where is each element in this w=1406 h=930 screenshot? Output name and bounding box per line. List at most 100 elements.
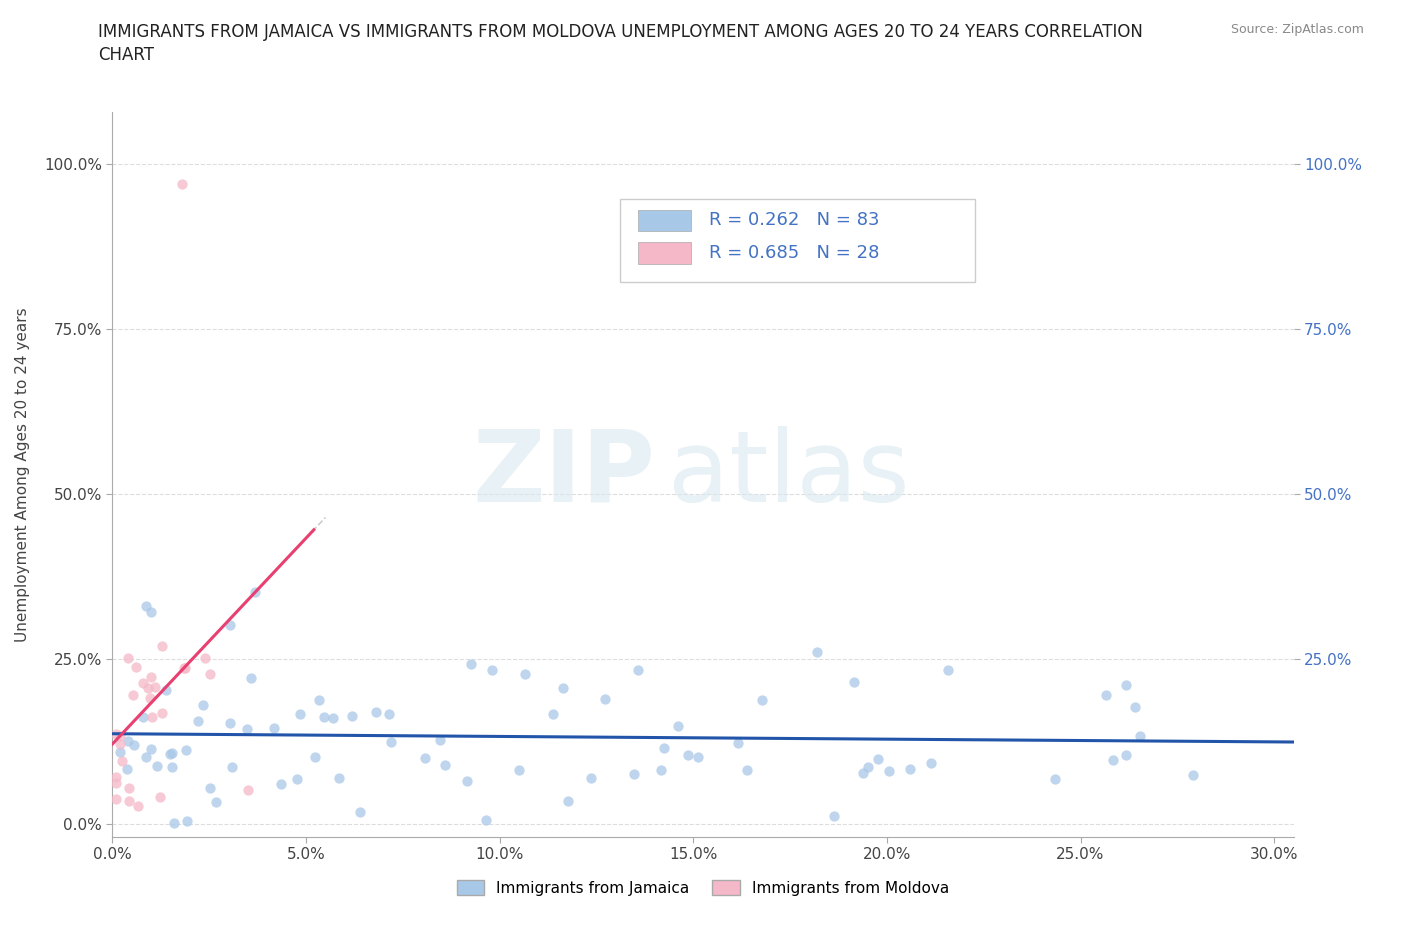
Point <box>143 680 166 695</box>
Text: atlas: atlas <box>668 426 910 523</box>
Point <box>727 736 749 751</box>
Point <box>1115 748 1137 763</box>
Point <box>150 706 173 721</box>
Point <box>176 814 198 829</box>
Point <box>125 659 148 674</box>
Point <box>844 674 866 689</box>
Point <box>270 777 292 791</box>
Point <box>877 764 900 778</box>
Point <box>434 758 457 773</box>
Text: CHART: CHART <box>98 46 155 64</box>
Point <box>938 663 960 678</box>
Point <box>135 599 157 614</box>
Point <box>456 773 478 788</box>
Point <box>676 748 699 763</box>
Point <box>149 789 172 804</box>
Point <box>380 735 402 750</box>
Point <box>627 662 650 677</box>
Point <box>349 804 371 819</box>
Point <box>342 709 364 724</box>
Point <box>187 713 209 728</box>
Point <box>508 763 530 777</box>
Point <box>135 750 157 764</box>
Point <box>155 683 177 698</box>
Point <box>312 710 335 724</box>
Point <box>866 751 889 766</box>
Text: IMMIGRANTS FROM JAMAICA VS IMMIGRANTS FROM MOLDOVA UNEMPLOYMENT AMONG AGES 20 TO: IMMIGRANTS FROM JAMAICA VS IMMIGRANTS FR… <box>98 23 1143 41</box>
Point <box>328 770 350 785</box>
Point <box>150 639 173 654</box>
Point <box>139 742 162 757</box>
Point <box>159 747 181 762</box>
Point <box>160 760 183 775</box>
Point <box>141 605 163 620</box>
Point <box>122 738 145 753</box>
Point <box>1125 699 1147 714</box>
Text: R = 0.262   N = 83: R = 0.262 N = 83 <box>709 211 879 230</box>
Point <box>751 693 773 708</box>
Point <box>163 816 186 830</box>
Text: ZIP: ZIP <box>472 426 655 523</box>
Point <box>117 651 139 666</box>
Point <box>198 667 221 682</box>
Point <box>1043 771 1066 786</box>
Point <box>110 745 132 760</box>
Y-axis label: Unemployment Among Ages 20 to 24 years: Unemployment Among Ages 20 to 24 years <box>15 307 30 642</box>
Point <box>666 719 689 734</box>
Point <box>686 750 709 764</box>
Point <box>173 660 195 675</box>
Point <box>735 763 758 777</box>
Point <box>122 687 145 702</box>
Point <box>117 762 139 777</box>
Point <box>173 661 195 676</box>
Point <box>1115 677 1137 692</box>
Point <box>650 763 672 777</box>
Point <box>239 671 262 686</box>
Point <box>308 693 330 708</box>
Point <box>856 760 879 775</box>
Point <box>481 663 503 678</box>
Point <box>366 705 388 720</box>
Point <box>139 690 162 705</box>
Point <box>474 813 496 828</box>
Point <box>541 707 564 722</box>
Point <box>1095 687 1118 702</box>
Point <box>174 742 197 757</box>
FancyBboxPatch shape <box>638 209 692 232</box>
Point <box>1101 752 1123 767</box>
Point <box>579 770 602 785</box>
Point <box>111 753 134 768</box>
Point <box>105 769 128 784</box>
Point <box>235 721 257 736</box>
Point <box>191 698 214 712</box>
Point <box>593 692 616 707</box>
Point <box>322 711 344 726</box>
Point <box>172 177 194 192</box>
Point <box>1128 728 1150 743</box>
Point <box>132 710 155 724</box>
Point <box>205 794 228 809</box>
Point <box>200 780 222 795</box>
Point <box>852 765 875 780</box>
Text: Source: ZipAtlas.com: Source: ZipAtlas.com <box>1230 23 1364 36</box>
Point <box>160 746 183 761</box>
Point <box>263 721 285 736</box>
Point <box>141 710 163 724</box>
FancyBboxPatch shape <box>620 199 974 282</box>
Point <box>117 734 139 749</box>
Point <box>236 783 259 798</box>
Point <box>652 741 675 756</box>
Point <box>1181 767 1204 782</box>
Point <box>460 657 482 671</box>
Point <box>132 676 155 691</box>
Point <box>823 809 845 824</box>
Point <box>136 680 159 695</box>
Point <box>429 733 451 748</box>
Point <box>377 707 399 722</box>
Point <box>245 584 267 599</box>
Point <box>219 716 242 731</box>
Point <box>118 780 141 795</box>
Point <box>105 791 128 806</box>
Point <box>553 681 575 696</box>
Point <box>285 772 308 787</box>
